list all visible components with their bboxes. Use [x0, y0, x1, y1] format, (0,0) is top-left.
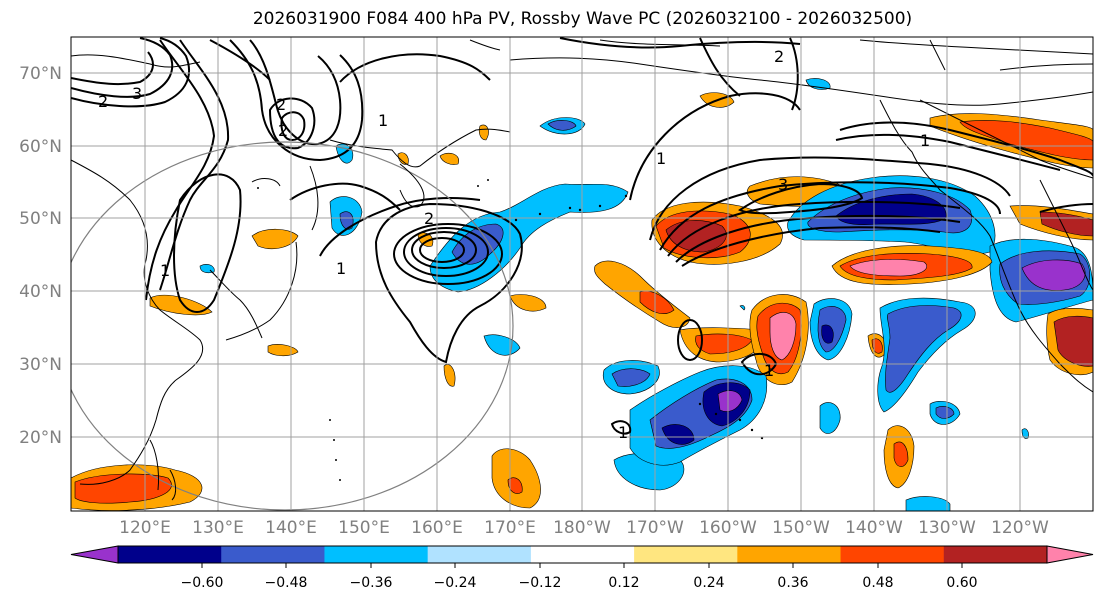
lon-label: 140°E	[265, 518, 317, 538]
colorbar-segment	[840, 546, 945, 563]
contour-label: 2	[98, 92, 108, 111]
lat-label: 30°N	[19, 355, 62, 375]
latitude-labels: 70°N 60°N 50°N 40°N 30°N 20°N	[19, 64, 62, 448]
colorbar-segment	[634, 546, 738, 563]
contour-label: 1	[160, 261, 170, 280]
colorbar-segment	[427, 546, 532, 563]
map-frame	[70, 36, 1094, 512]
lon-label: 180°W	[553, 518, 611, 538]
colorbar-tick-label: −0.12	[519, 575, 562, 591]
lon-label: 170°E	[484, 518, 536, 538]
colorbar-extend-low	[70, 545, 119, 564]
lon-label: 130°E	[192, 518, 244, 538]
contour-label: 1	[764, 361, 774, 380]
lon-label: 140°W	[845, 518, 903, 538]
contour-labels: 2 3 2 2 1 2 2 1 1 1 3 1 1 1	[98, 47, 930, 442]
colorbar-segment	[324, 546, 429, 563]
colorbar-tick-label: −0.48	[265, 575, 308, 591]
map-title: 2026031900 F084 400 hPa PV, Rossby Wave …	[252, 9, 913, 29]
contour-label: 1	[656, 149, 666, 168]
colorbar-tick-label: 0.12	[608, 575, 639, 591]
lon-label: 170°W	[626, 518, 684, 538]
colorbar: −0.60 −0.48 −0.36 −0.24 −0.12 0.12 0.24 …	[70, 545, 1094, 591]
contour-label: 1	[378, 111, 388, 130]
colorbar-tick-label: −0.60	[181, 575, 224, 591]
lon-label: 120°E	[119, 518, 171, 538]
colorbar-tick-label: 0.36	[777, 575, 808, 591]
colorbar-tick-label: −0.24	[434, 575, 477, 591]
contour-label: 2	[424, 209, 434, 228]
lat-label: 50°N	[19, 209, 62, 229]
longitude-labels: 120°E 130°E 140°E 150°E 160°E 170°E 180°…	[119, 518, 1049, 538]
colorbar-extend-high	[1046, 545, 1094, 564]
lat-label: 20°N	[19, 428, 62, 448]
contour-label: 2	[278, 121, 288, 140]
contour-label: 1	[618, 423, 628, 442]
rossby-wave-region-circle	[71, 141, 514, 511]
contour-label: 2	[276, 95, 286, 114]
colorbar-outline	[117, 545, 1048, 564]
lon-label: 160°W	[699, 518, 757, 538]
colorbar-segment	[530, 546, 635, 563]
lon-label: 160°E	[411, 518, 463, 538]
lon-label: 150°E	[338, 518, 390, 538]
lat-label: 70°N	[19, 64, 62, 84]
islands	[257, 179, 764, 481]
colorbar-segments	[70, 545, 1094, 564]
contour-label: 3	[132, 84, 142, 103]
lon-label: 150°W	[772, 518, 830, 538]
colorbar-segment	[737, 546, 842, 563]
lon-label: 130°W	[918, 518, 976, 538]
colorbar-tick-labels: −0.60 −0.48 −0.36 −0.24 −0.12 0.12 0.24 …	[181, 575, 978, 591]
colorbar-tick-label: −0.36	[350, 575, 393, 591]
graticule	[71, 37, 1093, 511]
colorbar-tick-label: 0.24	[693, 575, 724, 591]
lon-label: 120°W	[991, 518, 1049, 538]
colorbar-tick-label: 0.60	[946, 575, 977, 591]
colorbar-segment	[118, 546, 222, 563]
contour-label: 3	[778, 175, 788, 194]
contour-label: 1	[336, 259, 346, 278]
colorbar-segment	[221, 546, 325, 563]
colorbar-segment	[943, 546, 1048, 563]
colorbar-tick-label: 0.48	[862, 575, 893, 591]
colorbar-ticks	[201, 563, 963, 568]
contour-label: 2	[774, 47, 784, 66]
lat-label: 40°N	[19, 282, 62, 302]
contour-label: 1	[920, 131, 930, 150]
coastlines	[71, 39, 1093, 501]
lat-label: 60°N	[19, 137, 62, 157]
